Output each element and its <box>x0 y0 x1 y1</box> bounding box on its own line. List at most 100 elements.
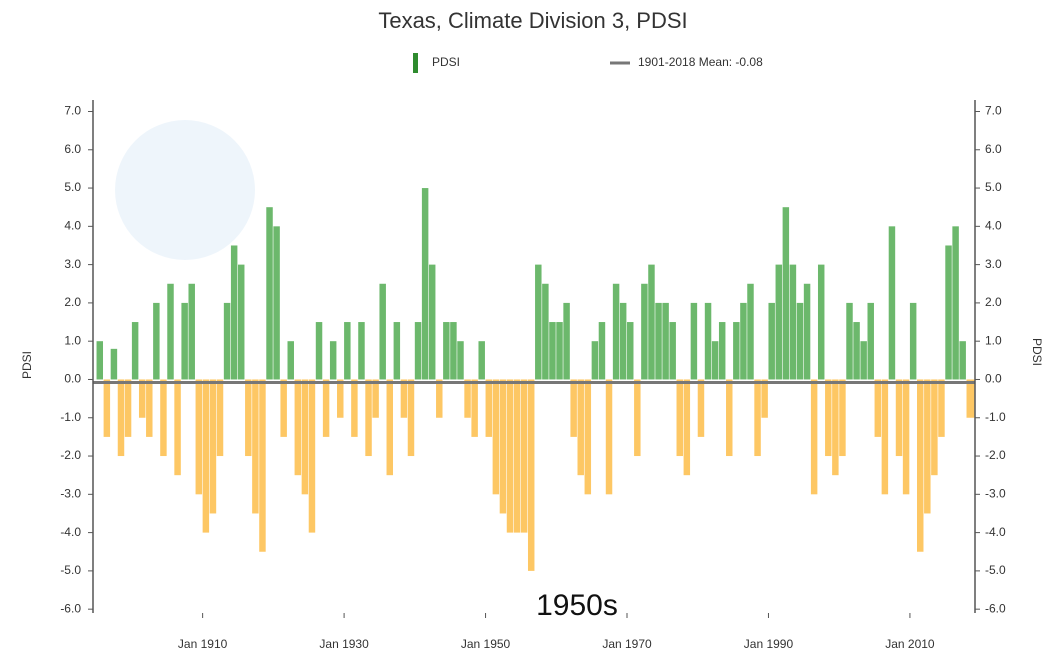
x-tick-label: Jan 1970 <box>602 637 652 651</box>
bar <box>216 379 224 457</box>
y-tick-label: 5.0 <box>64 180 81 194</box>
bar <box>174 379 181 476</box>
bar <box>322 379 330 437</box>
bar <box>931 379 938 476</box>
bar <box>690 302 698 380</box>
bar <box>223 302 231 380</box>
bar <box>146 379 153 437</box>
bar <box>464 379 471 418</box>
bar <box>853 322 860 380</box>
bar <box>351 379 358 437</box>
bar <box>733 322 740 380</box>
bar <box>436 379 443 418</box>
bar <box>634 379 641 457</box>
annotation: 1950s <box>536 589 618 622</box>
bar <box>846 302 853 380</box>
bar <box>839 379 846 457</box>
bar <box>450 322 457 380</box>
y-tick-label: -5.0 <box>60 563 81 577</box>
bar <box>952 226 959 380</box>
legend-swatch <box>413 53 418 73</box>
y2-tick-label: 5.0 <box>985 180 1002 194</box>
y2-tick-label: 1.0 <box>985 333 1002 347</box>
bar <box>245 379 252 457</box>
bar <box>124 379 132 437</box>
bar <box>527 379 535 571</box>
bar <box>153 302 160 380</box>
bar <box>96 341 104 380</box>
y-tick-label: 6.0 <box>64 142 81 156</box>
bar <box>329 341 337 380</box>
bar <box>881 379 889 495</box>
bar <box>584 379 592 495</box>
bar <box>294 379 302 476</box>
bar <box>796 302 804 380</box>
bar <box>938 379 945 437</box>
bar <box>612 283 620 380</box>
x-tick-label: Jan 1910 <box>178 637 228 651</box>
bar <box>365 379 372 457</box>
y2-tick-label: -6.0 <box>985 601 1006 615</box>
y2-tick-label: -1.0 <box>985 410 1006 424</box>
bar <box>655 302 662 380</box>
bar <box>662 302 669 380</box>
bar <box>471 379 478 437</box>
bar <box>577 379 584 476</box>
bar <box>718 322 726 380</box>
bar <box>549 322 556 380</box>
chart-title: Texas, Climate Division 3, PDSI <box>378 8 687 33</box>
bar <box>924 379 931 514</box>
bar <box>535 264 542 380</box>
bar <box>167 283 174 380</box>
bar <box>358 322 365 380</box>
bar <box>110 348 118 380</box>
y-tick-label: -6.0 <box>60 601 81 615</box>
watermark <box>115 120 255 260</box>
bar <box>711 341 719 380</box>
bar <box>400 379 408 418</box>
bar <box>966 379 975 418</box>
bar <box>117 379 125 457</box>
bar <box>230 245 238 380</box>
bar <box>443 322 450 380</box>
bar <box>754 379 761 457</box>
y-axis-label: PDSI <box>20 351 34 379</box>
bar <box>704 302 712 380</box>
bar <box>775 264 783 380</box>
bar <box>832 379 839 476</box>
y2-tick-label: 2.0 <box>985 295 1002 309</box>
bar <box>867 302 874 380</box>
bar <box>641 283 648 380</box>
bar <box>860 341 867 380</box>
bar <box>259 379 266 552</box>
x-tick-label: Jan 1930 <box>319 637 369 651</box>
y2-tick-label: 3.0 <box>985 257 1002 271</box>
bar <box>520 379 528 533</box>
y2-tick-label: 0.0 <box>985 372 1002 386</box>
y2-tick-label: -2.0 <box>985 448 1006 462</box>
bar <box>570 379 577 437</box>
y2-axis-label: PDSI <box>1030 338 1044 366</box>
y-tick-label: 0.0 <box>64 372 81 386</box>
bar <box>506 379 514 533</box>
y2-tick-label: 7.0 <box>985 104 1002 118</box>
bar <box>619 302 627 380</box>
x-tick-label: Jan 1990 <box>744 637 794 651</box>
bar <box>683 379 691 476</box>
y2-tick-label: -5.0 <box>985 563 1006 577</box>
bar <box>308 379 316 533</box>
y-tick-label: 3.0 <box>64 257 81 271</box>
bar <box>648 264 655 380</box>
bar <box>782 207 790 380</box>
bar <box>131 322 139 380</box>
y-tick-label: -2.0 <box>60 448 81 462</box>
bar <box>789 264 797 380</box>
bar <box>492 379 500 495</box>
bar <box>273 226 280 380</box>
bar <box>280 379 287 437</box>
bar <box>478 341 485 380</box>
bar <box>393 322 401 380</box>
bar <box>761 379 768 418</box>
y-tick-label: -4.0 <box>60 525 81 539</box>
bar <box>874 379 882 437</box>
